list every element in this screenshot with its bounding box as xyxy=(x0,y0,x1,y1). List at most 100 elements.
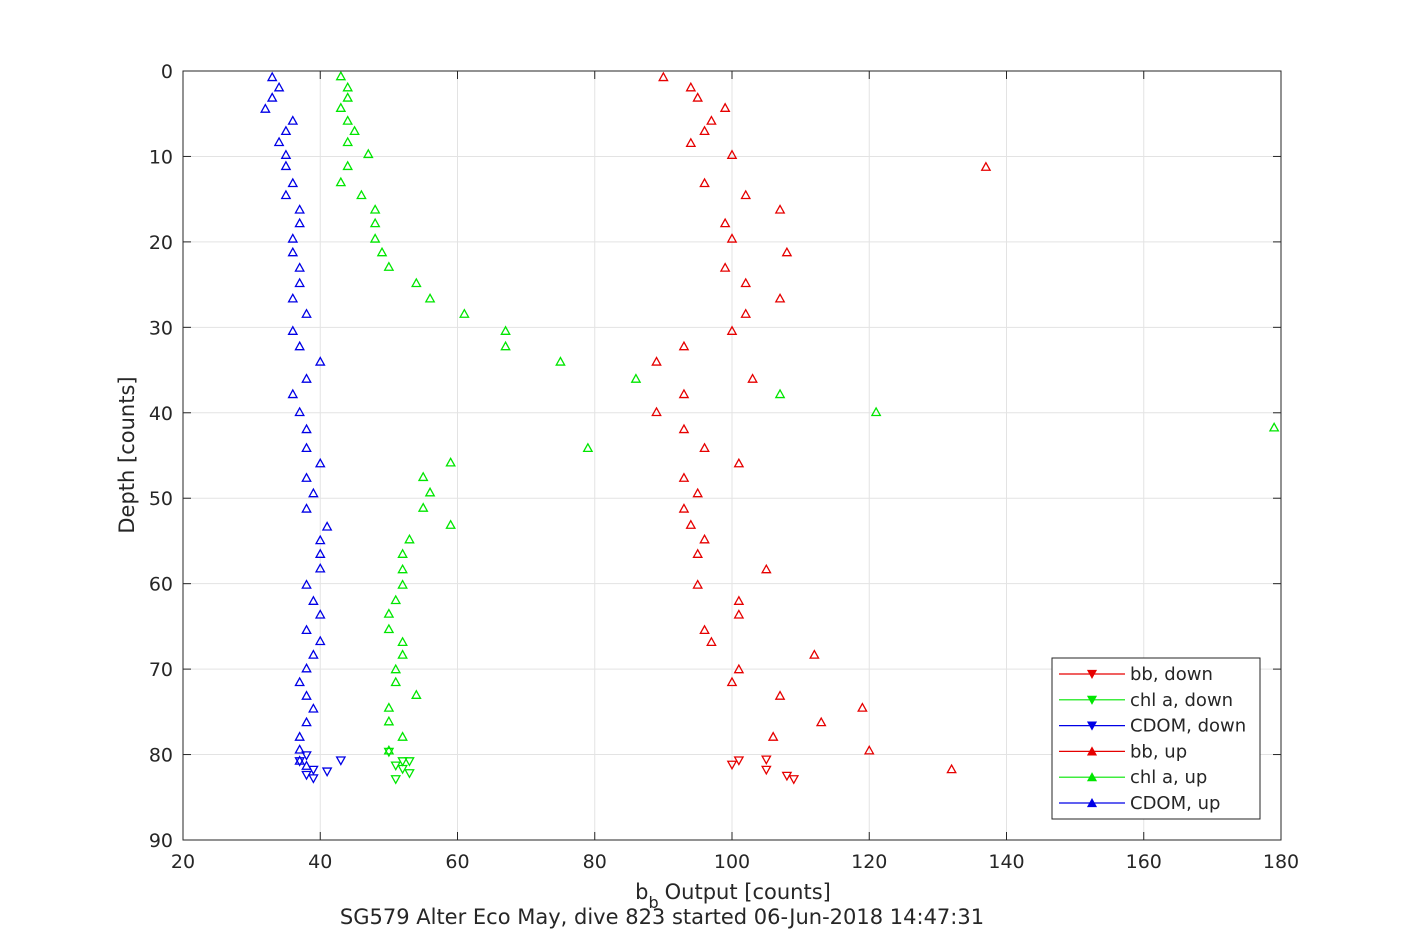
legend-label: bb, down xyxy=(1130,664,1213,685)
data-point xyxy=(582,442,594,453)
data-point xyxy=(301,423,312,434)
data-point xyxy=(424,292,436,303)
data-point xyxy=(308,595,319,605)
data-point xyxy=(390,663,402,674)
data-point xyxy=(692,579,703,589)
series-4 xyxy=(335,70,1280,755)
data-point xyxy=(301,662,312,673)
data-point xyxy=(555,356,566,366)
data-point xyxy=(397,731,408,741)
data-point xyxy=(287,246,299,257)
data-point xyxy=(314,356,326,366)
data-point xyxy=(774,292,786,303)
data-point xyxy=(287,325,299,335)
data-point xyxy=(383,623,395,634)
data-point xyxy=(335,756,347,766)
data-point xyxy=(390,676,402,687)
data-point xyxy=(280,149,292,159)
data-point xyxy=(294,755,305,765)
y-tick-label: 40 xyxy=(149,403,173,425)
x-tick-label: 60 xyxy=(445,851,469,873)
data-point xyxy=(397,579,408,589)
x-tick-label: 140 xyxy=(988,851,1024,873)
data-point xyxy=(870,406,882,417)
data-point xyxy=(815,716,827,727)
data-point xyxy=(719,217,731,228)
data-point xyxy=(301,442,312,453)
data-point xyxy=(699,442,710,453)
data-point xyxy=(342,136,354,147)
data-point xyxy=(699,177,710,188)
data-point xyxy=(369,204,381,214)
data-point xyxy=(411,689,422,699)
legend: bb, down chl a, down CDOM, down bb, up chl a… xyxy=(1051,657,1261,820)
data-point xyxy=(314,534,326,545)
data-point xyxy=(383,744,395,755)
data-point xyxy=(301,624,312,635)
data-point xyxy=(301,690,312,700)
data-point xyxy=(719,102,731,112)
data-point xyxy=(630,373,642,383)
data-point xyxy=(362,148,374,159)
x-axis-label: bb Output [counts] xyxy=(635,880,831,912)
tick-labels: 20 40 60 80 100 120 140 160 180 0 10 20 30 40 50 60 70 80… xyxy=(149,61,1299,873)
data-point xyxy=(314,548,326,558)
data-point xyxy=(294,744,305,754)
legend-marker xyxy=(1086,669,1098,680)
data-point xyxy=(719,262,731,272)
data-point xyxy=(301,751,312,761)
data-point xyxy=(747,373,758,383)
data-point xyxy=(301,770,312,781)
data-point xyxy=(321,521,333,531)
data-point xyxy=(397,548,408,558)
data-point xyxy=(980,161,992,171)
data-point xyxy=(383,715,395,726)
data-point xyxy=(314,609,326,619)
data-point xyxy=(301,308,312,318)
data-point xyxy=(287,177,299,188)
data-point xyxy=(658,71,669,82)
data-point xyxy=(301,373,312,383)
data-point xyxy=(726,233,738,243)
data-point xyxy=(781,771,793,782)
x-tick-label: 180 xyxy=(1263,851,1299,873)
data-point xyxy=(1268,421,1280,432)
legend-box xyxy=(1051,657,1261,820)
data-point xyxy=(273,81,285,92)
legend-marker xyxy=(1086,746,1098,756)
data-point xyxy=(294,217,305,228)
y-tick-label: 60 xyxy=(149,574,173,596)
data-point xyxy=(342,92,354,102)
x-tick-label: 160 xyxy=(1126,851,1162,873)
data-point xyxy=(308,765,319,776)
legend-label: chl a, down xyxy=(1130,690,1233,711)
data-point xyxy=(376,246,388,257)
data-point xyxy=(726,325,738,335)
data-point xyxy=(404,769,415,779)
data-point xyxy=(417,471,429,482)
data-point xyxy=(809,649,820,659)
data-point xyxy=(383,747,395,758)
data-point xyxy=(946,763,957,774)
data-point xyxy=(678,423,690,434)
data-point xyxy=(774,204,786,214)
data-point xyxy=(280,189,292,200)
data-point xyxy=(692,487,703,498)
data-point xyxy=(733,609,745,619)
data-point xyxy=(678,388,690,399)
data-point xyxy=(678,340,690,351)
y-tick-label: 70 xyxy=(149,659,173,681)
legend-label: bb, up xyxy=(1130,741,1187,762)
data-point xyxy=(740,308,752,318)
data-point xyxy=(287,388,299,399)
data-point xyxy=(726,149,738,159)
data-point xyxy=(706,636,717,646)
data-point xyxy=(774,690,786,700)
data-point xyxy=(294,731,305,741)
data-point xyxy=(342,160,354,171)
data-point xyxy=(699,533,710,544)
data-point xyxy=(301,472,312,482)
data-point xyxy=(692,548,703,558)
data-point xyxy=(260,103,271,113)
